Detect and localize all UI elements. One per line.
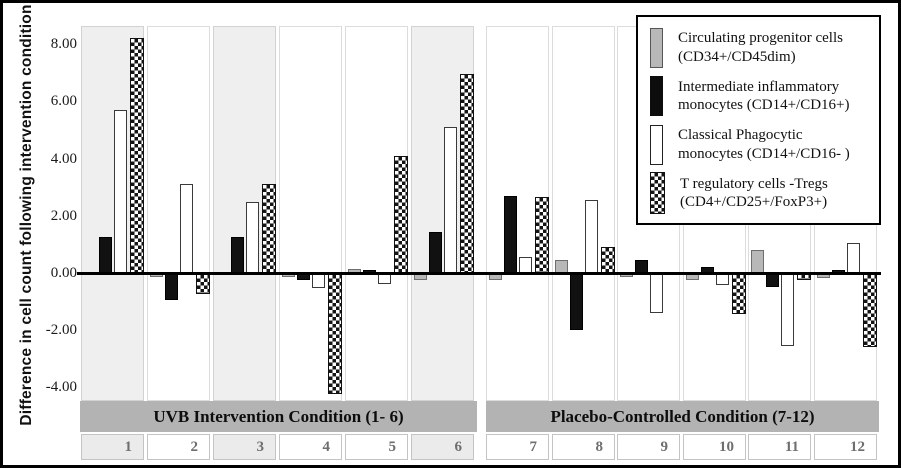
bar-checker-cat11 (796, 274, 811, 280)
bar-checker-cat1 (129, 38, 144, 273)
bar-white-cat11 (781, 274, 795, 346)
bar-gray-cat12 (817, 274, 830, 279)
bar-checker-cat7 (534, 197, 549, 273)
category-label: 2 (147, 434, 210, 460)
bar-black-cat4 (297, 274, 311, 280)
legend-label: Circulating progenitor cells (CD34+/CD45d… (678, 30, 843, 65)
bar-white-cat3 (246, 201, 260, 273)
bar-white-cat4 (312, 274, 326, 289)
bar-checker-cat2 (195, 274, 210, 295)
bar-white-cat10 (716, 274, 730, 286)
bar-checker-cat5 (393, 155, 408, 273)
bar-gray-cat11 (751, 250, 764, 273)
black-bar-swatch-icon (650, 76, 663, 117)
section-band-placebo: Placebo-Controlled Condition (7-12) (486, 401, 879, 432)
bar-white-cat5 (378, 274, 392, 284)
category-label: 9 (617, 434, 680, 460)
section-band-placebo-label: Placebo-Controlled Condition (7-12) (550, 406, 815, 426)
y-tick-label: 8.00 (50, 36, 77, 53)
bar-black-cat6 (429, 231, 443, 273)
bar-black-cat7 (504, 195, 518, 273)
bar-checker-cat12 (862, 274, 877, 347)
legend-box: Circulating progenitor cells (CD34+/CD45d… (636, 15, 881, 225)
bar-checker-cat4 (327, 274, 342, 395)
legend-label: T regulatory cells -Tregs (CD4+/CD25+/Fox… (680, 175, 828, 211)
category-label: 7 (486, 434, 549, 460)
white-bar-swatch-icon (650, 124, 663, 165)
category-label: 8 (552, 434, 615, 460)
bar-white-cat1 (114, 109, 128, 273)
legend-label: Intermediate inflammatory monocytes (CD14… (678, 78, 850, 114)
bar-checker-cat6 (459, 74, 474, 273)
bar-checker-cat3 (261, 184, 276, 273)
bar-black-cat3 (231, 237, 245, 273)
bar-black-cat2 (165, 274, 179, 300)
bar-white-cat9 (650, 274, 664, 313)
bar-white-cat12 (847, 242, 861, 273)
category-label: 1 (81, 434, 144, 460)
bar-white-cat6 (444, 127, 458, 273)
bar-black-cat8 (570, 274, 584, 330)
y-tick-label: 6.00 (50, 93, 77, 110)
legend-item: Classical Phagocytic monocytes (CD14+/CD1… (650, 121, 871, 168)
y-tick-label: 0.00 (50, 265, 77, 281)
section-band-uvb: UVB Intervention Condition (1- 6) (80, 401, 477, 432)
bar-checker-cat8 (600, 247, 615, 273)
bar-gray-cat10 (686, 274, 699, 280)
legend-item: T regulatory cells -Tregs (CD4+/CD25+/Fox… (650, 170, 871, 217)
category-label: 6 (411, 434, 474, 460)
checker-bar-swatch-icon (650, 172, 665, 215)
bar-checker-cat10 (731, 274, 746, 315)
legend-label: Classical Phagocytic monocytes (CD14+/CD1… (678, 127, 850, 162)
gray-bar-swatch-icon (650, 27, 663, 68)
bar-white-cat8 (585, 200, 599, 273)
y-tick-label: -4.00 (45, 379, 77, 396)
category-label: 4 (279, 434, 342, 460)
bar-gray-cat7 (489, 274, 502, 280)
zero-baseline (77, 271, 881, 275)
section-band-uvb-label: UVB Intervention Condition (1- 6) (153, 406, 404, 426)
category-label: 11 (748, 434, 811, 460)
category-label: 5 (345, 434, 408, 460)
legend-item: Intermediate inflammatory monocytes (CD14… (650, 73, 871, 120)
plot-stripe (147, 26, 210, 401)
y-tick-label: -2.00 (45, 322, 77, 339)
bar-white-cat2 (180, 184, 194, 273)
category-label: 3 (213, 434, 276, 460)
category-label: 10 (683, 434, 746, 460)
bar-black-cat1 (99, 237, 113, 273)
bar-black-cat11 (766, 274, 780, 287)
legend-item: Circulating progenitor cells (CD34+/CD45d… (650, 24, 871, 71)
y-tick-label: 2.00 (50, 207, 77, 224)
plot-stripe (552, 26, 615, 401)
category-label: 12 (814, 434, 877, 460)
bar-gray-cat6 (414, 274, 427, 280)
y-tick-label: 4.00 (50, 150, 77, 167)
